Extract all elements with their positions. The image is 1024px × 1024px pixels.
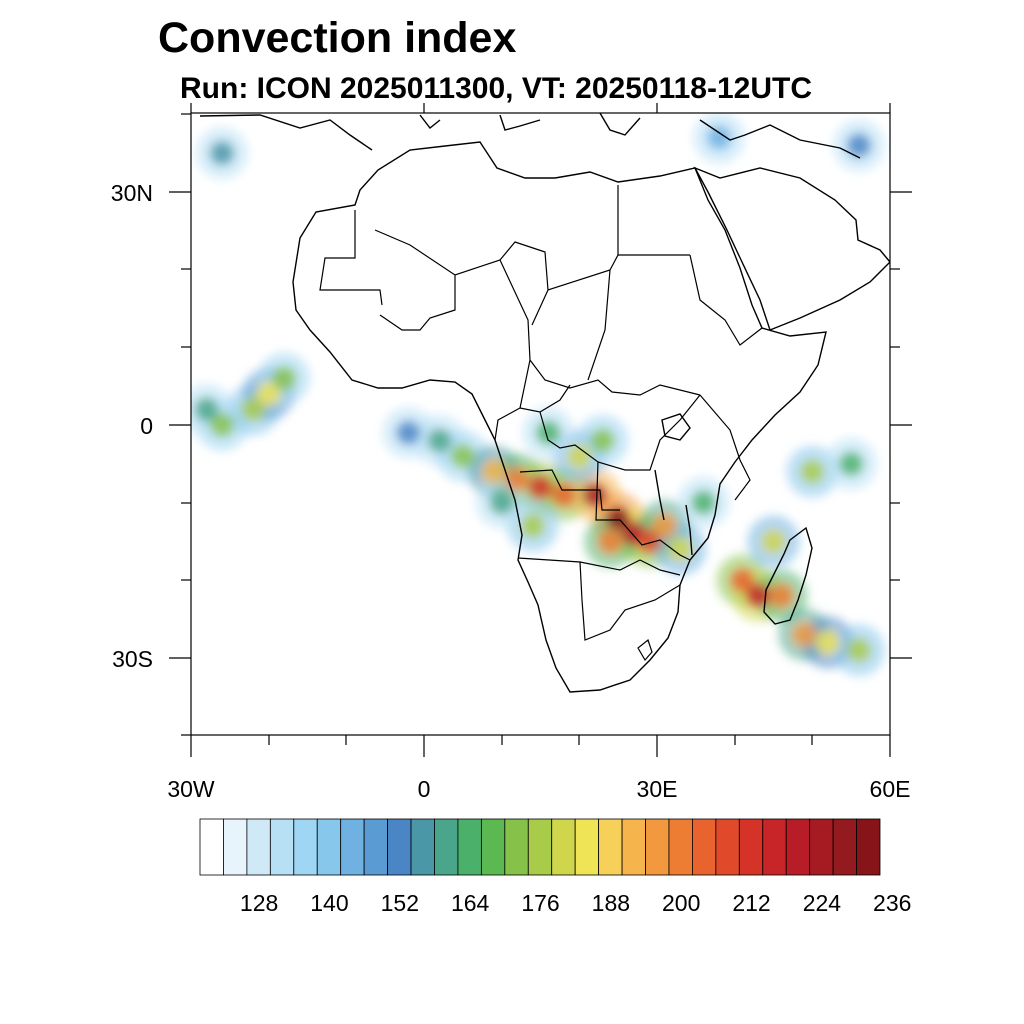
colorbar-box — [480, 818, 506, 876]
country-borders — [319, 185, 763, 662]
convection-cell — [241, 397, 266, 422]
colorbar-box — [621, 818, 646, 876]
colorbar-box — [668, 818, 693, 876]
convection-cell — [551, 482, 576, 507]
map-subtitle: Run: ICON 2025011300, VT: 20250118-12UTC — [180, 72, 813, 105]
convection-cell — [528, 475, 553, 500]
colorbar-box — [410, 818, 435, 876]
convection-cell — [590, 428, 615, 453]
convection-cell — [637, 529, 662, 554]
colorbar-tick-label: 176 — [521, 890, 559, 916]
convection-cell — [505, 467, 530, 492]
convection-cell — [272, 366, 297, 391]
colorbar-box — [269, 818, 295, 876]
convection-cell — [691, 490, 716, 515]
convection-cell — [769, 583, 794, 608]
colorbar-box — [293, 818, 318, 876]
lake-malawi — [685, 504, 693, 556]
colorbar-tick-label: 140 — [310, 890, 348, 916]
colorbar-box — [574, 818, 600, 876]
madagascar-coastline — [763, 526, 813, 625]
colorbar-box — [785, 818, 811, 876]
colorbar-box — [199, 818, 224, 876]
colorbar-tick-label: 128 — [240, 890, 278, 916]
colorbar-box — [832, 818, 857, 876]
convection-cell — [652, 513, 677, 538]
colorbar-box — [316, 818, 342, 876]
colorbar-tick-label: 200 — [662, 890, 700, 916]
lon-label-30e: 30E — [637, 776, 678, 802]
europe-coastline — [199, 113, 861, 159]
colorbar-tick-label: 152 — [381, 890, 419, 916]
lake-tanganyika — [654, 469, 665, 521]
colorbar-box — [692, 818, 717, 876]
lat-label-30n: 30N — [111, 180, 153, 206]
convection-cell — [668, 537, 693, 562]
colorbar-tick-label: 224 — [803, 890, 842, 916]
convection-cell — [745, 583, 770, 608]
convection-cell — [582, 482, 607, 507]
colorbar-box — [809, 818, 834, 876]
colorbar-tick-label: 236 — [873, 890, 911, 916]
lake-victoria — [661, 413, 691, 441]
colorbar-box — [598, 818, 623, 876]
convection-cell — [800, 459, 825, 484]
convection-cell — [846, 133, 871, 158]
convection-cell — [839, 451, 864, 476]
colorbar-box — [457, 818, 482, 876]
convection-cell — [481, 459, 506, 484]
convection-cell — [427, 428, 452, 453]
colorbar-box — [856, 818, 881, 876]
colorbar-box — [246, 818, 271, 876]
lon-label-30w: 30W — [167, 776, 215, 802]
colorbar-box — [504, 818, 529, 876]
convection-cell — [536, 420, 561, 445]
convection-cell — [761, 529, 786, 554]
convection-cells — [191, 113, 885, 677]
colorbar-box — [715, 818, 740, 876]
lat-label-30s: 30S — [112, 646, 153, 672]
map-frame — [190, 112, 891, 736]
map-title: Convection index — [158, 14, 517, 62]
convection-cell — [450, 444, 475, 469]
colorbar-tick-label: 188 — [592, 890, 630, 916]
convection-cell — [707, 125, 732, 150]
colorbar-box — [223, 818, 248, 876]
colorbar-box — [762, 818, 787, 876]
convection-cell — [520, 513, 545, 538]
colorbar-tick-label: 164 — [451, 890, 490, 916]
colorbar-box — [363, 818, 388, 876]
colorbar: 128 140 152 164 176 188 200 212 224 236 — [199, 818, 911, 916]
convection-cell — [210, 413, 235, 437]
colorbar-box — [645, 818, 670, 876]
colorbar-box — [527, 818, 553, 876]
lon-label-0: 0 — [418, 776, 431, 802]
convection-cell — [567, 444, 592, 469]
arabia-coastline — [693, 166, 890, 331]
convection-field — [191, 113, 885, 677]
convection-cell — [194, 397, 219, 422]
colorbar-box — [434, 818, 459, 876]
colorbar-box — [387, 818, 412, 876]
convection-cell — [730, 568, 755, 593]
axis-ticks — [169, 103, 912, 757]
convection-cell — [210, 141, 235, 166]
colorbar-box — [551, 818, 576, 876]
colorbar-box — [340, 818, 365, 876]
convection-cell — [598, 529, 623, 554]
convection-cell — [396, 420, 421, 445]
lat-label-0: 0 — [140, 413, 153, 439]
coastlines — [199, 113, 890, 693]
convection-cell — [815, 630, 840, 655]
lon-label-60e: 60E — [870, 776, 911, 802]
colorbar-tick-label: 212 — [732, 890, 770, 916]
convection-cell — [489, 490, 514, 515]
convection-cell — [792, 622, 817, 647]
convection-cell — [846, 638, 871, 663]
colorbar-box — [738, 818, 764, 876]
convection-cell — [256, 381, 281, 406]
africa-coastline — [292, 141, 827, 693]
